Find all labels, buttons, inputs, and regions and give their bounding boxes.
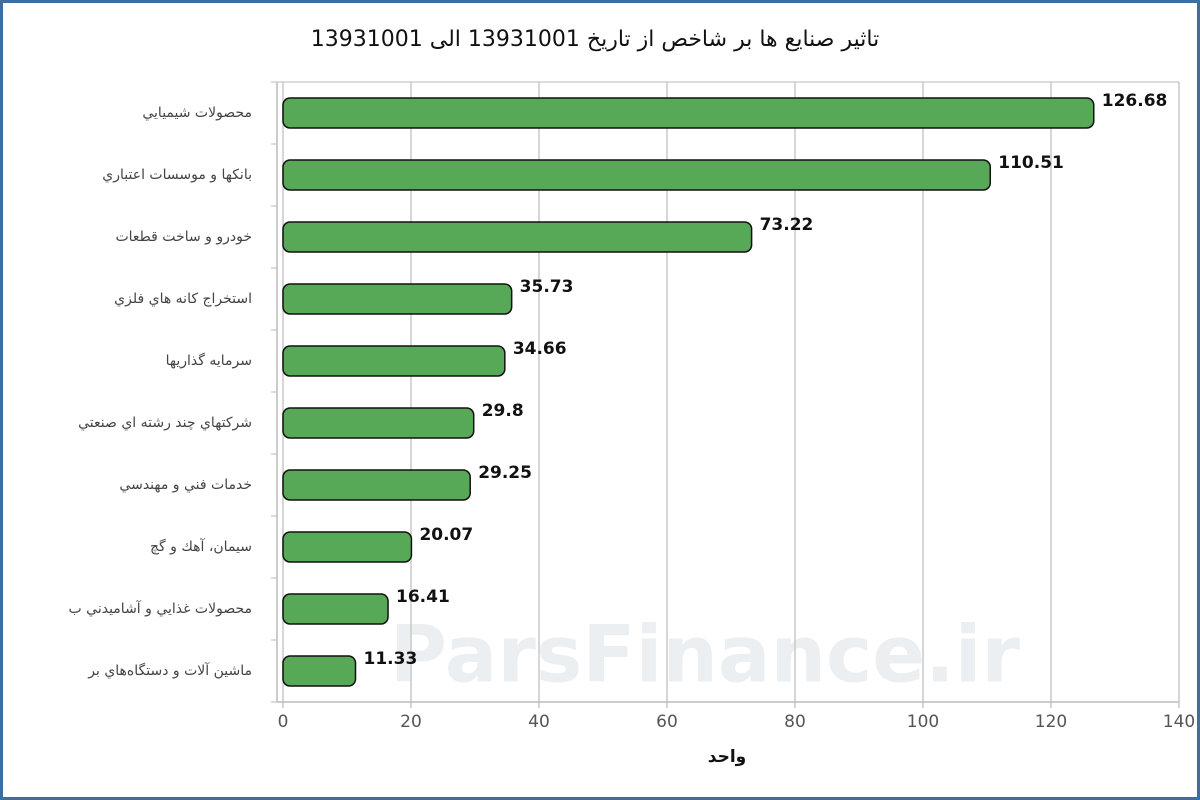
y-tick-label: سرمايه گذاريها: [166, 352, 252, 369]
bar: [282, 221, 753, 253]
bar: [282, 655, 357, 687]
bar: [282, 593, 389, 625]
bar: [282, 469, 471, 501]
x-tick-label: 0: [278, 712, 289, 732]
y-tick-label: محصولات شيميايي: [142, 105, 252, 121]
y-tick-label: محصولات غذايي و آشاميدني ب: [69, 600, 252, 617]
value-label: 29.8: [482, 401, 524, 421]
value-label: 29.25: [478, 463, 532, 483]
value-label: 35.73: [520, 277, 574, 297]
y-tick-label: شركتهاي چند رشته اي صنعتي: [78, 415, 252, 431]
bar: [282, 345, 506, 377]
y-tick-label: سيمان، آهك و گچ: [150, 538, 252, 555]
value-label: 73.22: [760, 215, 814, 235]
x-tick-label: 60: [656, 712, 678, 732]
value-label: 110.51: [998, 153, 1064, 173]
bar: [282, 159, 992, 191]
x-tick-label: 80: [784, 712, 806, 732]
bar: [282, 283, 513, 315]
x-tick-label: 20: [400, 712, 422, 732]
x-tick-label: 140: [1163, 712, 1195, 732]
value-label: 126.68: [1102, 91, 1168, 111]
y-tick-label: بانكها و موسسات اعتباري: [102, 167, 252, 183]
chart-title: تاثير صنايع ها بر شاخص از تاريخ 13931001…: [311, 27, 879, 52]
bar: [282, 407, 475, 439]
y-tick-label: خدمات فني و مهندسي: [119, 477, 252, 493]
bar: [282, 97, 1095, 129]
value-label: 11.33: [364, 649, 418, 669]
x-tick-label: 120: [1035, 712, 1067, 732]
y-tick-label: خودرو و ساخت قطعات: [115, 229, 252, 245]
y-tick-label: استخراج كانه هاي فلزي: [114, 291, 252, 307]
x-axis-label: واحد: [708, 747, 746, 767]
x-tick-label: 40: [528, 712, 550, 732]
value-label: 34.66: [513, 339, 567, 359]
x-tick-label: 100: [907, 712, 939, 732]
bar: [282, 531, 413, 563]
value-label: 16.41: [396, 587, 450, 607]
y-tick-label: ماشين آلات و دستگاه‌هاي بر: [87, 662, 252, 679]
value-label: 20.07: [419, 525, 473, 545]
watermark: ParsFinance.ir: [390, 610, 1021, 700]
